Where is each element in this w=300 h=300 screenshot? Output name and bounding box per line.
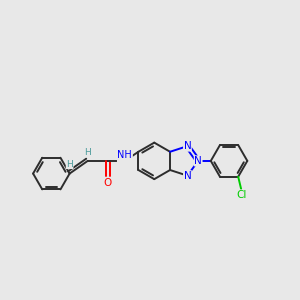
Text: N: N	[184, 141, 191, 151]
Text: N: N	[194, 156, 202, 166]
Text: O: O	[103, 178, 112, 188]
Text: H: H	[66, 160, 73, 169]
Text: NH: NH	[117, 150, 132, 160]
Text: N: N	[184, 171, 191, 181]
Text: Cl: Cl	[236, 190, 247, 200]
Text: H: H	[84, 148, 91, 157]
Text: NH: NH	[117, 152, 132, 162]
